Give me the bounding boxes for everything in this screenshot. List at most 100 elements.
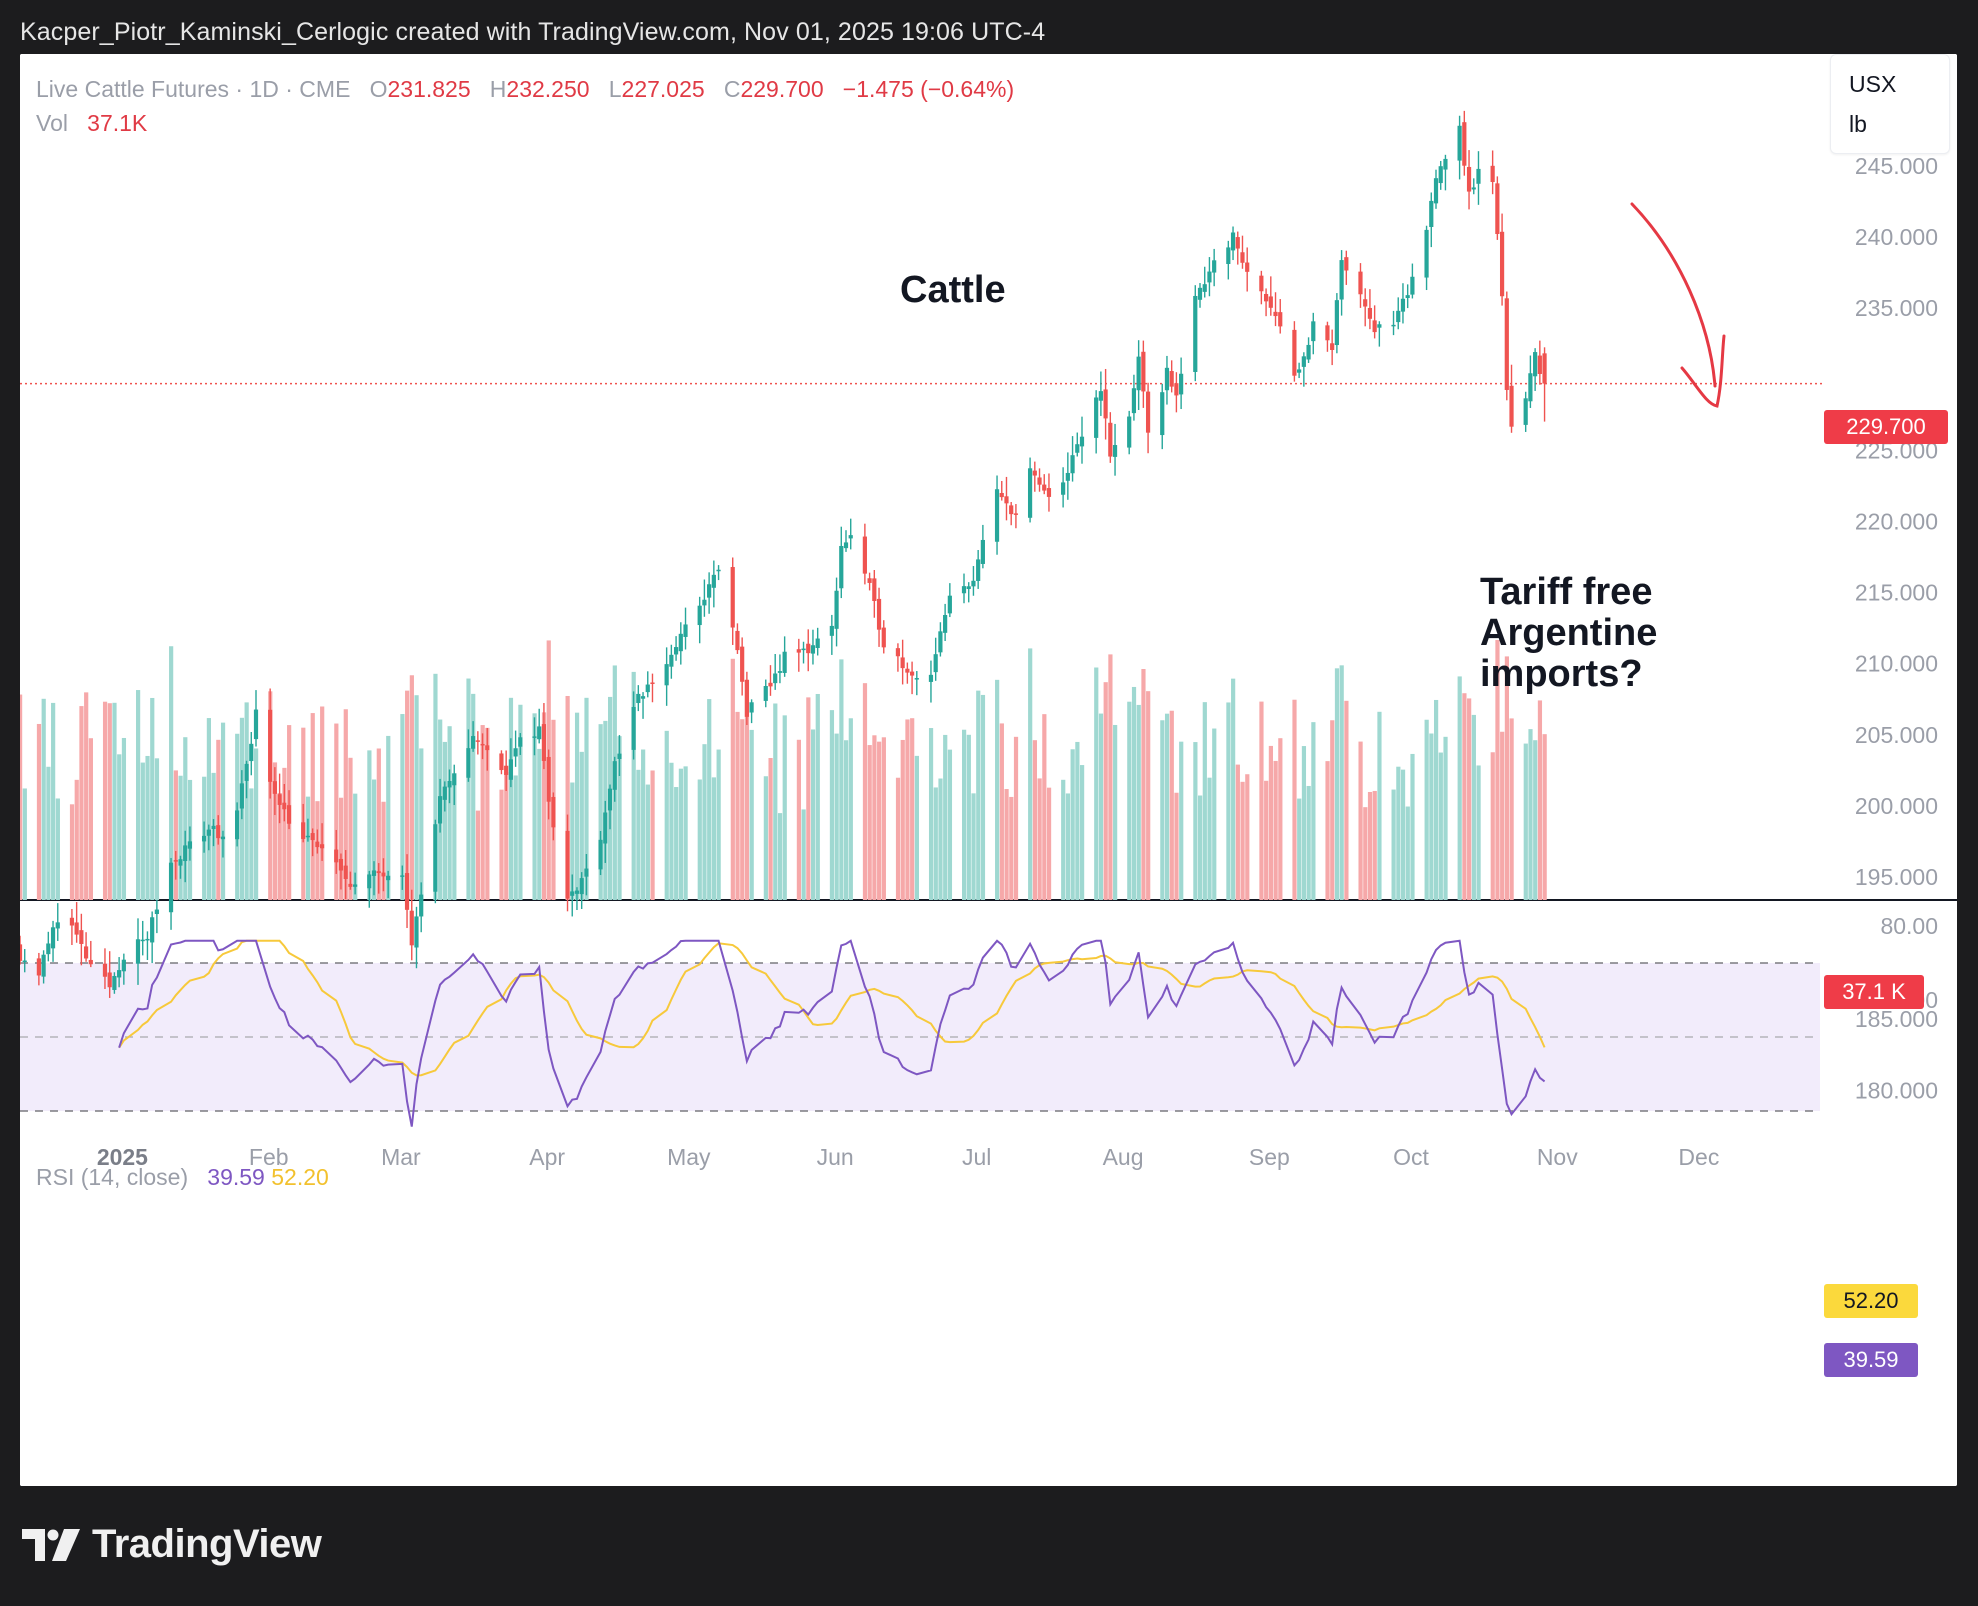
volume-bar	[447, 726, 452, 900]
candle-body	[909, 671, 915, 676]
candle	[1202, 266, 1207, 298]
candle-body	[801, 648, 806, 651]
candle-body	[683, 624, 688, 637]
candle-body	[1339, 260, 1344, 300]
volume-bar	[1273, 760, 1278, 900]
measure-unit[interactable]: lb	[1849, 111, 1867, 137]
candle	[1094, 390, 1099, 454]
candle-body	[1367, 307, 1373, 319]
volume-bar	[943, 734, 948, 900]
volume-bar	[1537, 700, 1543, 900]
candle-body	[74, 922, 79, 935]
volume-bar	[1198, 795, 1203, 900]
currency-unit[interactable]: USX	[1849, 71, 1897, 97]
candle-body	[1245, 262, 1250, 272]
candle-body	[1193, 295, 1198, 372]
candle	[1377, 321, 1382, 347]
chart-canvas[interactable]: 245.000240.000235.000225.000220.000215.0…	[20, 54, 1957, 1486]
volume-bar	[499, 789, 504, 900]
volume-bar	[579, 751, 584, 900]
time-tick-label: Oct	[1393, 1144, 1429, 1170]
candle-body	[574, 890, 580, 894]
candle	[272, 767, 277, 816]
candle-body	[485, 745, 490, 751]
price-tick-label: 245.000	[1855, 153, 1938, 179]
candle-body	[839, 545, 844, 589]
candle-body	[508, 759, 513, 780]
price-tick-label: 180.000	[1855, 1077, 1938, 1103]
volume-bar	[405, 690, 410, 900]
candle-body	[744, 679, 749, 717]
volume-bar	[1259, 701, 1264, 900]
candle	[678, 622, 683, 665]
volume-bar	[353, 793, 358, 900]
volume-bar	[1405, 806, 1410, 900]
candle	[1230, 226, 1236, 261]
candle	[315, 829, 320, 854]
candle-body	[414, 916, 419, 948]
candle	[777, 654, 783, 684]
volume-bar	[810, 729, 816, 900]
unit-selector[interactable]: USX lb	[1830, 54, 1950, 154]
candle-body	[1334, 300, 1339, 346]
tradingview-logo[interactable]: TradingView	[22, 1522, 322, 1567]
volume-bar	[343, 709, 348, 900]
candle-body	[1070, 455, 1075, 474]
candle	[480, 733, 485, 760]
volume-bar	[277, 793, 282, 900]
candle	[286, 790, 292, 830]
candle-body	[187, 841, 193, 849]
candle	[961, 573, 967, 604]
candle	[50, 920, 56, 962]
candle-body	[1273, 311, 1278, 317]
volume-bar	[1301, 746, 1307, 900]
candle	[1032, 461, 1037, 492]
candle	[801, 641, 806, 664]
candle-body	[664, 664, 669, 686]
candle-body	[437, 796, 443, 824]
candle-body	[343, 865, 348, 879]
candle	[513, 730, 518, 767]
volume-bar	[1103, 682, 1108, 900]
candle-body	[319, 844, 325, 849]
candle	[1410, 263, 1415, 299]
annotation-arrow	[1630, 202, 1717, 388]
volume-label: Vol	[36, 110, 68, 136]
candle-body	[1297, 369, 1302, 373]
candle-body	[867, 578, 872, 583]
candle-body	[768, 682, 773, 687]
candle	[1141, 340, 1146, 408]
candle-body	[777, 671, 783, 673]
candle	[1443, 154, 1448, 191]
volume-bar	[1325, 761, 1330, 900]
volume-bar	[1504, 656, 1509, 900]
candle	[334, 829, 339, 874]
time-tick-label: May	[667, 1144, 711, 1170]
candle-body	[117, 970, 122, 978]
candle	[1004, 476, 1009, 521]
volume-bar	[1070, 749, 1075, 900]
candle	[1065, 452, 1070, 500]
candle-body	[1476, 168, 1481, 184]
candle	[41, 950, 46, 984]
volume-bar	[41, 698, 46, 900]
candle-body	[669, 654, 674, 667]
candle	[532, 717, 537, 756]
candle-body	[881, 627, 886, 648]
candle	[1046, 473, 1052, 512]
candle	[546, 749, 551, 820]
price-tick-label: 200.000	[1855, 793, 1938, 819]
candle-body	[1207, 271, 1212, 283]
candle-body	[301, 822, 306, 839]
candle-body	[150, 917, 155, 943]
candle	[1292, 321, 1297, 382]
volume-bar	[768, 758, 773, 900]
high-label: H	[489, 76, 507, 102]
candle	[504, 750, 509, 791]
candle-body	[980, 539, 985, 564]
candle	[867, 572, 872, 591]
rsi-line	[118, 939, 1546, 1127]
volume-bar	[442, 741, 447, 900]
chart-frame[interactable]: 245.000 240.000 235.000 225.000 220.000 215.0…	[20, 54, 1957, 1486]
candle	[881, 620, 886, 654]
